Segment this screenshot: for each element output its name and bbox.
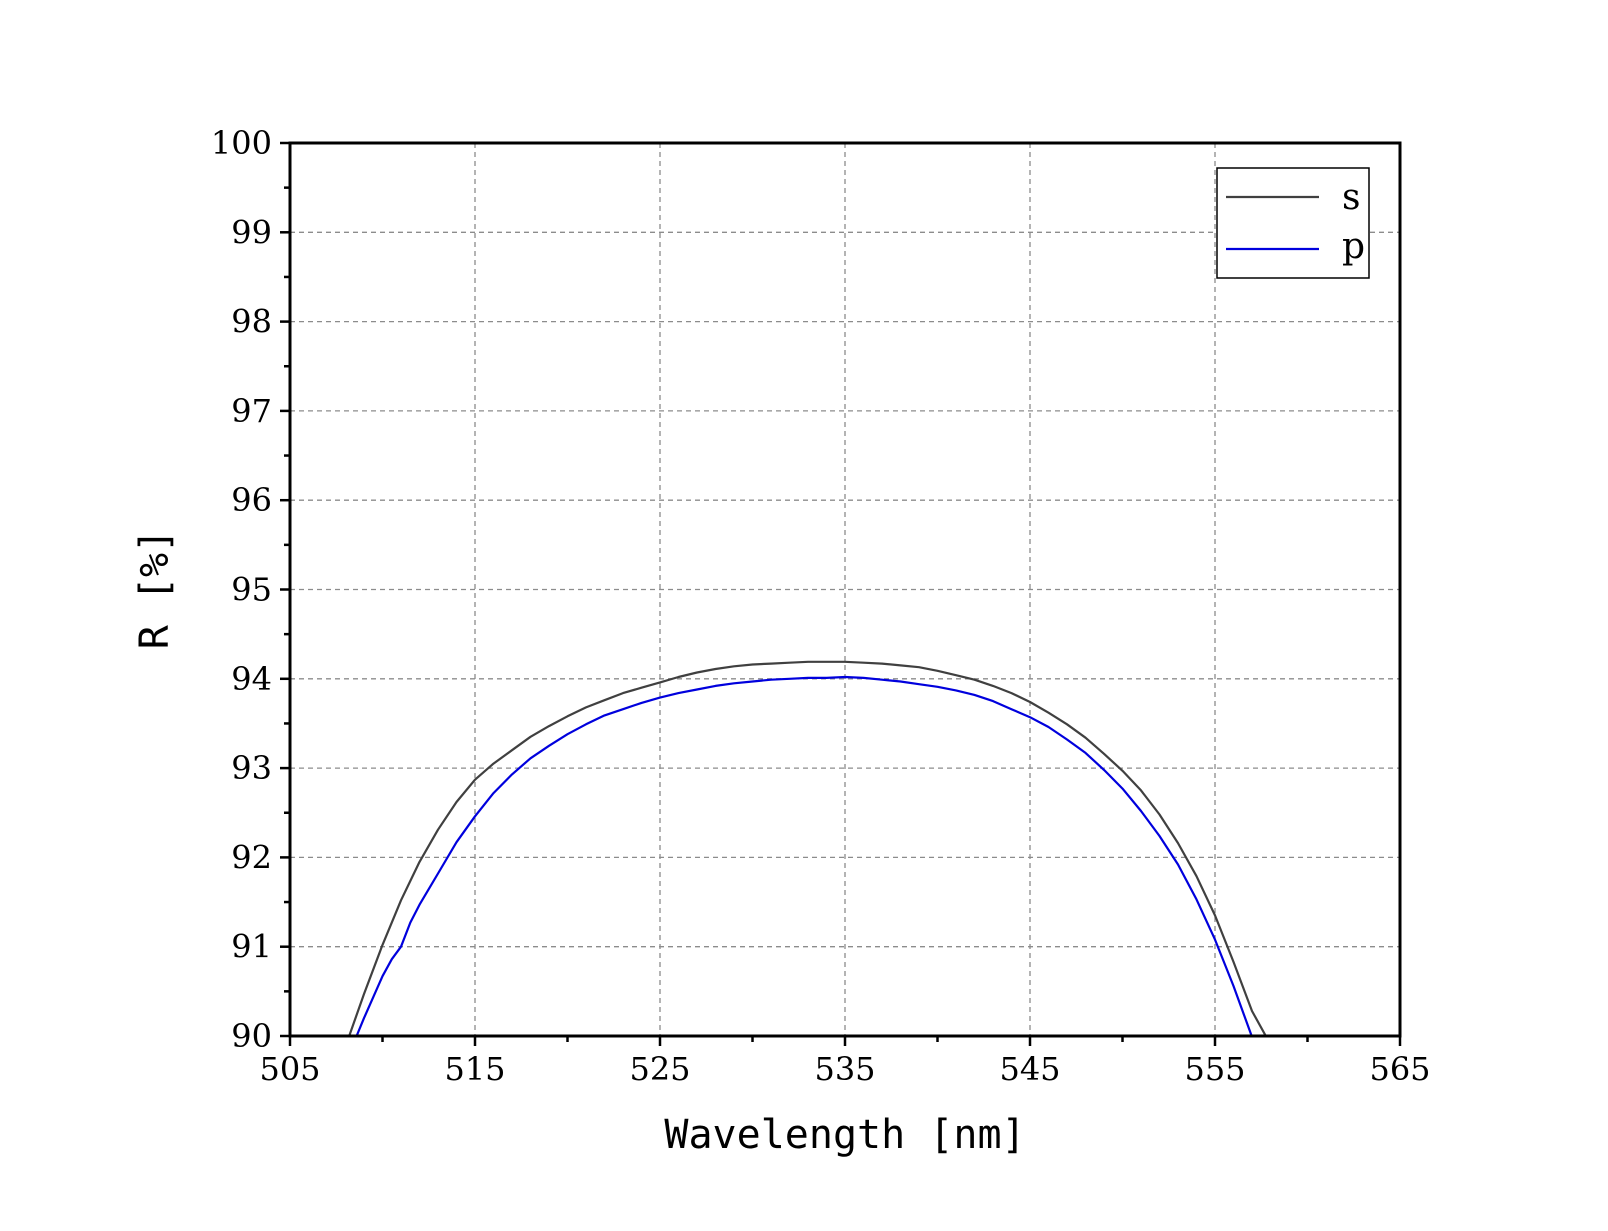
plot-frame xyxy=(288,141,1402,1038)
data-series xyxy=(348,660,1268,1036)
series-line-p xyxy=(355,675,1253,1036)
y-tick-label: 98 xyxy=(231,303,272,341)
legend: s p xyxy=(1216,167,1370,279)
legend-box xyxy=(1216,167,1370,279)
y-tick-label: 97 xyxy=(231,392,272,430)
legend-label-p: p xyxy=(1342,226,1365,267)
x-tick-label: 545 xyxy=(999,1050,1060,1088)
y-tick-label: 95 xyxy=(231,571,272,609)
y-tick-label: 90 xyxy=(231,1017,272,1055)
y-tick-label: 92 xyxy=(231,838,272,876)
series-line-s xyxy=(348,660,1268,1036)
grid-lines xyxy=(290,143,1400,1036)
x-axis-title: Wavelength [nm] xyxy=(664,1112,1025,1158)
tick-labels: 505 515 525 535 545 555 565 90 91 92 93 94 95 96 97 98 9… xyxy=(211,124,1431,1088)
y-tick-label: 93 xyxy=(231,749,272,787)
y-tick-label: 99 xyxy=(231,213,272,251)
y-tick-label: 91 xyxy=(231,928,272,966)
y-axis-title: R [%] xyxy=(132,529,178,649)
y-tick-label: 94 xyxy=(231,660,272,698)
x-tick-label: 535 xyxy=(814,1050,875,1088)
x-tick-label: 515 xyxy=(444,1050,505,1088)
x-tick-label: 505 xyxy=(259,1050,320,1088)
y-tick-label: 100 xyxy=(211,124,272,162)
x-tick-label: 555 xyxy=(1184,1050,1245,1088)
x-tick-label: 525 xyxy=(629,1050,690,1088)
y-tick-label: 96 xyxy=(231,481,272,519)
x-tick-label: 565 xyxy=(1369,1050,1430,1088)
legend-label-s: s xyxy=(1342,177,1360,218)
